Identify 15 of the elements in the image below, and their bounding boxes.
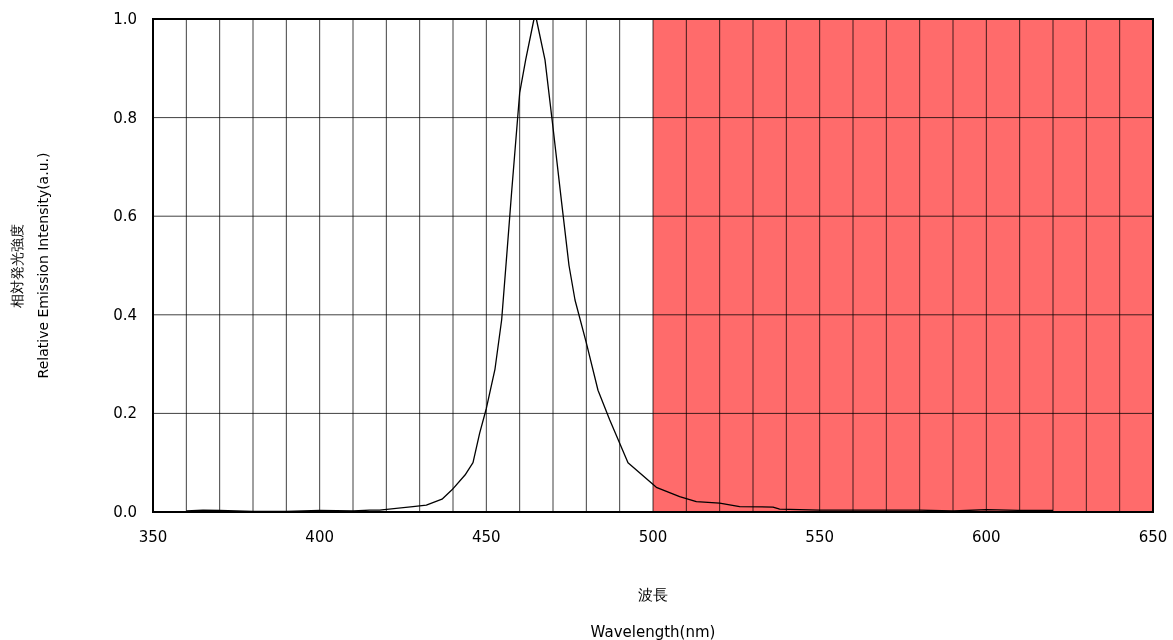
x-tick-label: 350 [138, 528, 168, 546]
y-tick-label: 0.8 [113, 108, 137, 127]
x-tick-label: 450 [472, 528, 501, 546]
y-tick-label: 0.4 [113, 305, 137, 324]
x-tick-label: 400 [305, 528, 334, 546]
y-tick-label: 0.2 [113, 404, 137, 423]
x-tick-label: 500 [638, 528, 668, 546]
y-tick-label: 1.0 [113, 10, 137, 28]
y-tick-label: 0.0 [113, 503, 137, 521]
text: 波長 Wavelength(nm) [590, 586, 716, 640]
y-axis-title: 相対発光強度 Relative Emission Intensity(a.u.) [9, 152, 51, 379]
x-tick-label: 650 [1138, 528, 1168, 546]
x-tick-label: 600 [972, 528, 1001, 546]
y-tick-label: 0.6 [113, 207, 137, 226]
x-tick-label: 550 [805, 528, 834, 546]
